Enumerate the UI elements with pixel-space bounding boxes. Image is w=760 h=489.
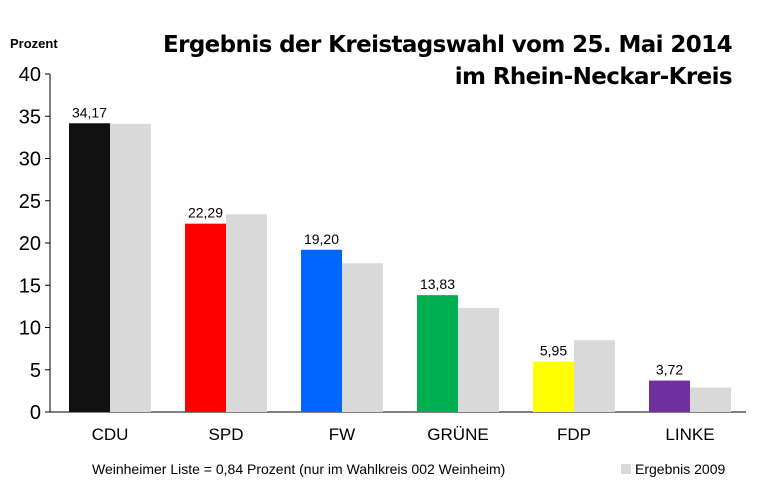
y-tick-label: 10 — [19, 318, 41, 340]
x-tick-label-linke: LINKE — [665, 425, 714, 444]
bar-2009-fdp — [574, 340, 615, 412]
data-label-grüne: 13,83 — [420, 276, 455, 292]
bar-2014-cdu — [69, 123, 110, 413]
legend-swatch-2009 — [621, 464, 631, 474]
chart-subtitle: im Rhein-Neckar-Kreis — [454, 64, 733, 90]
data-label-spd: 22,29 — [188, 205, 223, 221]
y-tick-label: 35 — [19, 106, 41, 128]
bar-2009-grüne — [458, 308, 499, 412]
x-tick-label-fw: FW — [329, 425, 355, 444]
data-label-fw: 19,20 — [304, 231, 339, 247]
bar-2009-cdu — [110, 123, 151, 412]
bar-2009-linke — [690, 387, 731, 412]
legend: Ergebnis 2009 — [621, 461, 725, 477]
y-tick-label: 40 — [19, 64, 41, 86]
chart-title: Ergebnis der Kreistagswahl vom 25. Mai 2… — [162, 32, 733, 58]
x-tick-label-grüne: GRÜNE — [427, 425, 488, 444]
footnote: Weinheimer Liste = 0,84 Prozent (nur im … — [92, 461, 506, 477]
y-tick-label: 0 — [30, 402, 41, 424]
bar-2014-linke — [649, 380, 690, 412]
bar-2014-fw — [301, 249, 342, 412]
bar-2014-fdp — [533, 361, 574, 412]
y-tick-label: 15 — [19, 275, 41, 297]
bar-2009-spd — [226, 214, 267, 412]
bar-2009-fw — [342, 263, 383, 412]
bar-2014-grüne — [417, 295, 458, 412]
data-label-linke: 3,72 — [656, 362, 683, 378]
x-tick-label-fdp: FDP — [557, 425, 591, 444]
y-tick-label: 25 — [19, 191, 41, 213]
legend-label-2009: Ergebnis 2009 — [635, 461, 726, 477]
x-tick-label-cdu: CDU — [92, 425, 129, 444]
y-axis-unit-label: Prozent — [10, 36, 58, 51]
x-tick-label-spd: SPD — [209, 425, 244, 444]
y-tick-label: 20 — [19, 233, 41, 255]
data-label-fdp: 5,95 — [540, 343, 567, 359]
y-tick-label: 5 — [30, 360, 41, 382]
data-label-cdu: 34,17 — [72, 104, 107, 120]
bar-2014-spd — [185, 223, 226, 412]
y-tick-label: 30 — [19, 149, 41, 171]
